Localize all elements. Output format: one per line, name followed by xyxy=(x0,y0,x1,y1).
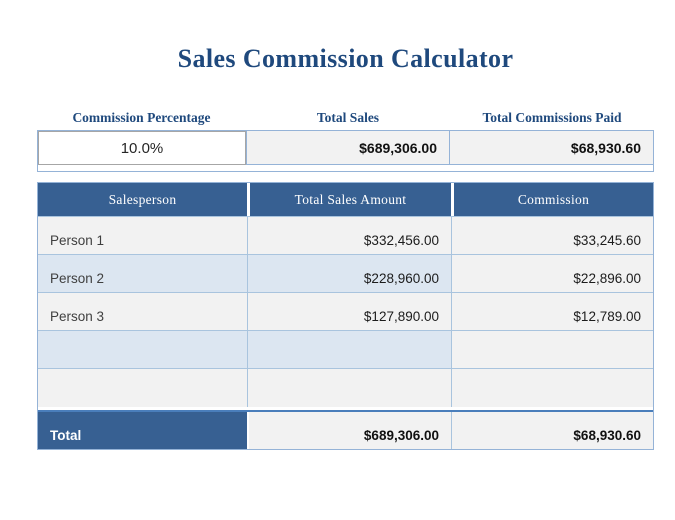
sales-amount-cell[interactable]: $228,960.00 xyxy=(247,255,451,293)
page: Sales Commission Calculator Commission P… xyxy=(37,0,654,450)
commission-cell: $33,245.60 xyxy=(451,217,653,255)
header-commission: Commission xyxy=(451,183,653,216)
salesperson-cell[interactable]: Person 3 xyxy=(38,293,247,331)
table-row xyxy=(38,369,653,407)
commission-percentage-label: Commission Percentage xyxy=(72,110,211,125)
sales-amount-cell[interactable]: $332,456.00 xyxy=(247,217,451,255)
page-title: Sales Commission Calculator xyxy=(177,44,514,73)
commission-table: Salesperson Total Sales Amount Commissio… xyxy=(37,182,654,450)
table-header-row: Salesperson Total Sales Amount Commissio… xyxy=(38,183,653,217)
commission-total: $68,930.60 xyxy=(451,412,653,449)
salesperson-cell[interactable] xyxy=(38,331,247,369)
total-sales-label: Total Sales xyxy=(316,110,380,125)
header-salesperson: Salesperson xyxy=(38,183,247,216)
summary-labels-row: Commission Percentage Total Sales Total … xyxy=(37,110,654,130)
table-row: Person 2 $228,960.00 $22,896.00 xyxy=(38,255,653,293)
total-commissions-paid-value: $68,930.60 xyxy=(450,131,653,165)
salesperson-cell[interactable]: Person 1 xyxy=(38,217,247,255)
total-row-separator xyxy=(38,407,653,410)
table-row: Person 1 $332,456.00 $33,245.60 xyxy=(38,217,653,255)
commission-percentage-input[interactable]: 10.0% xyxy=(38,131,246,165)
sales-amount-cell[interactable] xyxy=(247,369,451,407)
total-row: Total $689,306.00 $68,930.60 xyxy=(38,410,653,449)
table-row: Person 3 $127,890.00 $12,789.00 xyxy=(38,293,653,331)
header-total-sales-amount: Total Sales Amount xyxy=(247,183,451,216)
total-label: Total xyxy=(38,412,247,449)
salesperson-cell[interactable] xyxy=(38,369,247,407)
summary-section: Commission Percentage Total Sales Total … xyxy=(37,110,654,172)
salesperson-cell[interactable]: Person 2 xyxy=(38,255,247,293)
commission-cell: $12,789.00 xyxy=(451,293,653,331)
total-commissions-paid-label: Total Commissions Paid xyxy=(482,110,622,125)
total-sales-value: $689,306.00 xyxy=(246,131,450,165)
commission-cell: $22,896.00 xyxy=(451,255,653,293)
commission-cell xyxy=(451,331,653,369)
sales-amount-cell[interactable]: $127,890.00 xyxy=(247,293,451,331)
summary-values-row: 10.0% $689,306.00 $68,930.60 xyxy=(37,130,654,172)
total-sales-amount-total: $689,306.00 xyxy=(247,412,451,449)
sales-amount-cell[interactable] xyxy=(247,331,451,369)
commission-cell xyxy=(451,369,653,407)
table-row xyxy=(38,331,653,369)
